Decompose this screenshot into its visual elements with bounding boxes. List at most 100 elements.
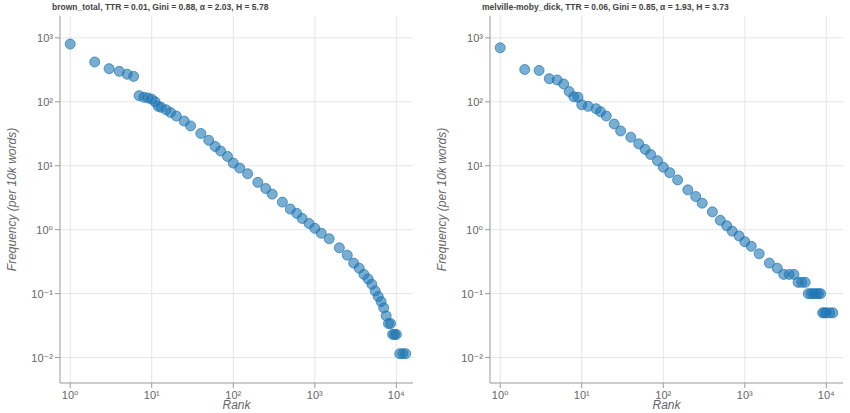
grid-line (314, 16, 315, 383)
grid-line (60, 101, 413, 102)
point (828, 308, 838, 318)
tick-label: 10⁻¹ (31, 288, 53, 300)
tick (485, 165, 490, 166)
grid-line (490, 101, 843, 102)
tick-label: 10³ (467, 32, 483, 44)
tick (55, 165, 60, 166)
point (391, 329, 401, 339)
grid (490, 16, 843, 383)
tick-label: 10³ (737, 389, 753, 401)
x-axis-label: Rank (652, 398, 681, 412)
point (746, 241, 756, 251)
grid-line (60, 37, 413, 38)
point (324, 234, 334, 244)
point (534, 65, 544, 75)
tick-label: 10⁰ (36, 224, 53, 236)
x-axis (60, 383, 413, 384)
tick (151, 383, 152, 388)
grid-line (60, 229, 413, 230)
tick-label: 10⁻² (461, 352, 483, 364)
point (196, 128, 206, 138)
tick-label: 10³ (307, 389, 323, 401)
y-axis-label: Frequency (per 10k words) (435, 128, 449, 271)
tick-label: 10⁴ (388, 389, 405, 401)
tick-label: 10⁰ (492, 389, 509, 401)
grid-line (60, 357, 413, 358)
point (243, 169, 253, 179)
tick-label: 10⁴ (818, 389, 835, 401)
tick (70, 383, 71, 388)
grid-line (663, 16, 664, 383)
tick-label: 10⁻¹ (461, 288, 483, 300)
tick-label: 10¹ (467, 160, 483, 172)
tick (500, 383, 501, 388)
tick-label: 10¹ (37, 160, 53, 172)
points (65, 39, 410, 359)
grid-line (826, 16, 827, 383)
grid-line (60, 293, 413, 294)
tick (485, 101, 490, 102)
point (665, 168, 675, 178)
y-axis (60, 16, 61, 383)
grid-line (151, 16, 152, 383)
tick-label: 10³ (37, 32, 53, 44)
tick (55, 37, 60, 38)
tick-label: 10⁻² (31, 352, 53, 364)
tick (396, 383, 397, 388)
title: brown_total, TTR = 0.01, Gini = 0.88, α … (52, 2, 269, 12)
point (401, 349, 411, 359)
panel: melville-moby_dick, TTR = 0.06, Gini = 0… (435, 2, 843, 412)
tick (826, 383, 827, 388)
grid-line (490, 293, 843, 294)
grid-line (70, 16, 71, 383)
point (186, 121, 196, 131)
point (386, 319, 396, 329)
tick-label: 10¹ (574, 389, 590, 401)
grid-line (581, 16, 582, 383)
tick (233, 383, 234, 388)
tick (485, 37, 490, 38)
title: melville-moby_dick, TTR = 0.06, Gini = 0… (482, 2, 729, 12)
point (601, 111, 611, 121)
tick (55, 229, 60, 230)
point (277, 197, 287, 207)
point (334, 243, 344, 253)
tick (485, 293, 490, 294)
point (520, 65, 530, 75)
point (495, 43, 505, 53)
grid-line (490, 357, 843, 358)
grid-line (744, 16, 745, 383)
tick (314, 383, 315, 388)
tick (663, 383, 664, 388)
grid-line (490, 229, 843, 230)
x-axis-label: Rank (222, 398, 251, 412)
tick (485, 229, 490, 230)
point (673, 175, 683, 185)
point (616, 126, 626, 136)
grid-line (396, 16, 397, 383)
point (90, 57, 100, 67)
point (816, 289, 826, 299)
points (495, 43, 838, 318)
tick (485, 357, 490, 358)
grid-line (233, 16, 234, 383)
tick (55, 293, 60, 294)
tick-label: 10⁰ (62, 389, 79, 401)
point (800, 277, 810, 287)
tick (744, 383, 745, 388)
point (129, 71, 139, 81)
point (65, 39, 75, 49)
x-axis (490, 383, 843, 384)
y-axis-label: Frequency (per 10k words) (5, 128, 19, 271)
tick-label: 10⁰ (466, 224, 483, 236)
point (697, 198, 707, 208)
point (754, 249, 764, 259)
grid-line (500, 16, 501, 383)
tick-label: 10² (467, 96, 483, 108)
tick-label: 10¹ (144, 389, 160, 401)
point (104, 64, 114, 74)
tick (55, 357, 60, 358)
y-axis (490, 16, 491, 383)
tick (55, 101, 60, 102)
tick (581, 383, 582, 388)
